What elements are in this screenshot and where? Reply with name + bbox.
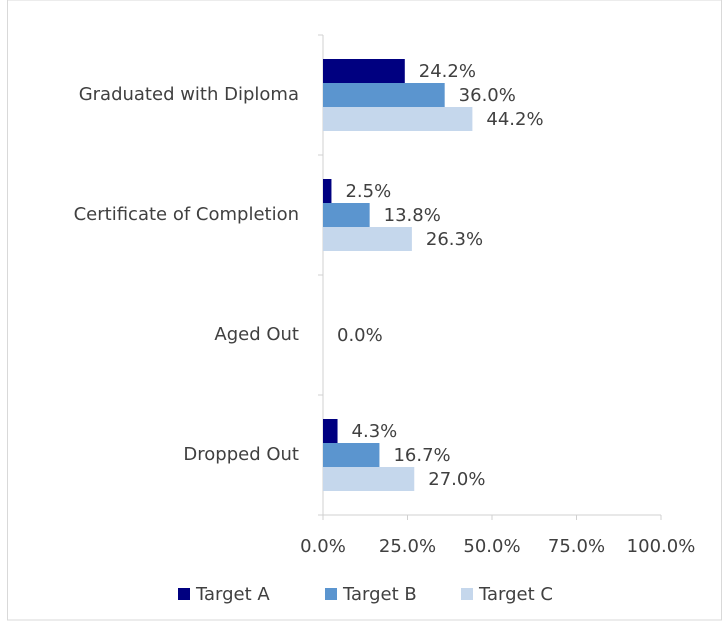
- bar: [323, 419, 338, 443]
- data-label: 2.5%: [345, 181, 391, 202]
- bar: [323, 83, 445, 107]
- x-tick-label: 75.0%: [548, 536, 605, 557]
- x-tick-label: 100.0%: [627, 536, 696, 557]
- bar: [323, 203, 370, 227]
- bar: [323, 179, 332, 203]
- data-label: 0.0%: [337, 325, 383, 346]
- x-tick-label: 25.0%: [379, 536, 436, 557]
- legend-label: Target C: [478, 584, 553, 605]
- data-label: 13.8%: [384, 205, 441, 226]
- y-tick-label: Certificate of Completion: [74, 204, 299, 225]
- data-label: 16.7%: [393, 445, 450, 466]
- x-tick-label: 50.0%: [463, 536, 520, 557]
- x-tick-label: 0.0%: [300, 536, 346, 557]
- data-label: 44.2%: [486, 109, 543, 130]
- data-label: 27.0%: [428, 469, 485, 490]
- bar: [323, 443, 380, 467]
- y-tick-label: Aged Out: [214, 324, 299, 345]
- legend-swatch: [325, 588, 337, 600]
- bar: [323, 227, 412, 251]
- y-tick-label: Dropped Out: [183, 444, 299, 465]
- data-label: 24.2%: [419, 61, 476, 82]
- y-tick-label: Graduated with Diploma: [79, 84, 299, 105]
- legend-label: Target A: [195, 584, 270, 605]
- bar: [323, 107, 473, 131]
- legend-swatch: [178, 588, 190, 600]
- bar: [323, 59, 405, 83]
- legend-label: Target B: [342, 584, 417, 605]
- data-label: 26.3%: [426, 229, 483, 250]
- bar: [323, 467, 415, 491]
- data-label: 4.3%: [352, 421, 398, 442]
- legend-swatch: [461, 588, 473, 600]
- data-label: 36.0%: [459, 85, 516, 106]
